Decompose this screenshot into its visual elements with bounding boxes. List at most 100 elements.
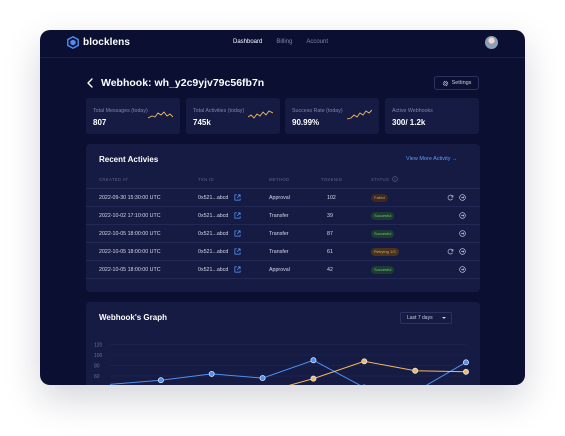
chevron-down-icon bbox=[442, 317, 446, 319]
external-link-icon[interactable] bbox=[234, 230, 241, 237]
arrow-right-circle-icon[interactable] bbox=[459, 212, 466, 219]
token-id-cell: 42 bbox=[327, 267, 333, 273]
status-badge: Succesful bbox=[371, 229, 395, 238]
top-navigation: blocklens Dashboard Billing Account bbox=[40, 30, 525, 56]
y-tick-label: 100 bbox=[94, 353, 103, 359]
created-at-cell: 2022-10-05 18:00:00 UTC bbox=[99, 267, 161, 273]
user-avatar[interactable] bbox=[485, 36, 498, 49]
created-at-cell: 2022-10-05 18:00:00 UTC bbox=[99, 249, 161, 255]
sparkline-icon bbox=[347, 109, 372, 120]
stat-label: Total Messages (today) bbox=[93, 108, 148, 114]
token-id-cell: 87 bbox=[327, 231, 333, 237]
gear-icon bbox=[442, 80, 448, 86]
created-at-cell: 2022-10-05 18:00:00 UTC bbox=[99, 231, 161, 237]
txn-id-cell: 0x521...abcd bbox=[198, 249, 229, 255]
method-cell: Transfer bbox=[269, 249, 289, 255]
nav-links: Dashboard Billing Account bbox=[233, 39, 328, 45]
y-tick-label: 60 bbox=[94, 374, 100, 380]
webhook-line-chart: 120 100 80 60 bbox=[94, 342, 469, 385]
arrow-right-circle-icon[interactable] bbox=[459, 266, 466, 273]
app-window: blocklens Dashboard Billing Account Webh… bbox=[40, 30, 525, 385]
recent-activities-panel: Recent Activies View More Activity → CRE… bbox=[86, 144, 480, 292]
stat-value: 300/ 1.2k bbox=[392, 118, 426, 127]
arrow-right-circle-icon[interactable] bbox=[459, 194, 466, 201]
cube-logo-icon bbox=[67, 36, 79, 49]
retry-icon[interactable] bbox=[447, 194, 454, 201]
sparkline-icon bbox=[248, 110, 273, 119]
txn-id-cell: 0x521...abcd bbox=[198, 231, 229, 237]
token-id-cell: 39 bbox=[327, 213, 333, 219]
created-at-cell: 2022-09-30 15:30:00 UTC bbox=[99, 195, 161, 201]
table-row[interactable]: 2022-10-05 18:00:00 UTC 0x521...abcd Trans… bbox=[86, 225, 480, 243]
series-line bbox=[288, 360, 467, 385]
logo-text: blocklens bbox=[83, 37, 131, 48]
column-header-txn-id: TXN ID bbox=[198, 177, 214, 182]
token-id-cell: 61 bbox=[327, 249, 333, 255]
stat-card-active-webhooks: Active Webhooks 300/ 1.2k bbox=[385, 98, 479, 134]
status-badge: Succesful bbox=[371, 265, 395, 274]
settings-button[interactable]: Settings bbox=[434, 76, 479, 90]
status-badge: Succesful bbox=[371, 211, 395, 220]
column-header-method: METHOD bbox=[269, 177, 290, 182]
data-point bbox=[259, 375, 266, 382]
status-badge: Retrying 1/3 bbox=[371, 247, 399, 256]
page-title: Webhook: wh_y2c9yjv79c56fb7n bbox=[101, 77, 265, 89]
external-link-icon[interactable] bbox=[234, 266, 241, 273]
info-icon[interactable] bbox=[392, 176, 398, 182]
data-point bbox=[208, 370, 215, 377]
external-link-icon[interactable] bbox=[234, 248, 241, 255]
stat-label: Active Webhooks bbox=[392, 108, 433, 114]
method-cell: Transfer bbox=[269, 231, 289, 237]
data-point bbox=[463, 368, 469, 375]
table-row[interactable]: 2022-09-30 15:30:00 UTC 0x521...abcd Appro… bbox=[86, 189, 480, 207]
stat-value: 807 bbox=[93, 118, 107, 127]
retry-icon[interactable] bbox=[447, 248, 454, 255]
y-tick-label: 120 bbox=[94, 342, 103, 348]
nav-dashboard[interactable]: Dashboard bbox=[233, 39, 263, 45]
token-id-cell: 102 bbox=[327, 195, 336, 201]
nav-billing[interactable]: Billing bbox=[276, 39, 293, 45]
logo[interactable]: blocklens bbox=[67, 36, 130, 49]
stat-label: Total Activities (today) bbox=[193, 108, 245, 114]
table-row[interactable]: 2022-10-02 17:10:00 UTC 0x521...abcd Trans… bbox=[86, 207, 480, 225]
nav-divider bbox=[40, 57, 525, 58]
data-point bbox=[310, 375, 317, 382]
column-header-created-at: CREATED AT bbox=[99, 177, 129, 182]
stat-card-total-activities: Total Activities (today) 745k bbox=[186, 98, 280, 134]
stat-card-total-messages: Total Messages (today) 807 bbox=[86, 98, 180, 134]
method-cell: Transfer bbox=[269, 213, 289, 219]
back-arrow-icon[interactable] bbox=[86, 78, 94, 88]
graph-title: Webhook's Graph bbox=[99, 313, 167, 322]
external-link-icon[interactable] bbox=[234, 194, 241, 201]
status-badge: Failed bbox=[371, 193, 388, 202]
data-point bbox=[412, 367, 419, 374]
y-tick-label: 80 bbox=[94, 363, 100, 369]
stat-label: Success Rate (today) bbox=[292, 108, 343, 114]
stat-value: 745k bbox=[193, 118, 211, 127]
arrow-right-circle-icon[interactable] bbox=[459, 248, 466, 255]
data-point bbox=[310, 357, 317, 364]
sparkline-icon bbox=[148, 111, 173, 119]
row-divider bbox=[86, 206, 480, 207]
header-divider bbox=[86, 188, 480, 189]
range-dropdown[interactable]: Last 7 days bbox=[400, 312, 452, 324]
view-more-link[interactable]: View More Activity → bbox=[406, 156, 458, 162]
data-point bbox=[157, 377, 164, 384]
method-cell: Approval bbox=[269, 267, 290, 273]
column-header-token-id: TOKENID bbox=[321, 177, 343, 182]
data-point bbox=[463, 359, 469, 366]
row-divider bbox=[86, 242, 480, 243]
created-at-cell: 2022-10-02 17:10:00 UTC bbox=[99, 213, 161, 219]
table-row[interactable]: 2022-10-05 18:00:00 UTC 0x521...abcd Trans… bbox=[86, 243, 480, 261]
activities-title: Recent Activies bbox=[99, 155, 159, 164]
nav-account[interactable]: Account bbox=[306, 39, 329, 45]
txn-id-cell: 0x521...abcd bbox=[198, 195, 229, 201]
table-row[interactable]: 2022-10-05 18:00:00 UTC 0x521...abcd Appro… bbox=[86, 261, 480, 279]
stat-card-success-rate: Success Rate (today) 90.99% bbox=[285, 98, 379, 134]
webhook-graph-panel: Webhook's Graph Last 7 days 120 100 80 60 bbox=[86, 302, 480, 385]
row-divider bbox=[86, 260, 480, 261]
method-cell: Approval bbox=[269, 195, 290, 201]
arrow-right-circle-icon[interactable] bbox=[459, 230, 466, 237]
external-link-icon[interactable] bbox=[234, 212, 241, 219]
range-dropdown-value: Last 7 days bbox=[407, 315, 433, 321]
